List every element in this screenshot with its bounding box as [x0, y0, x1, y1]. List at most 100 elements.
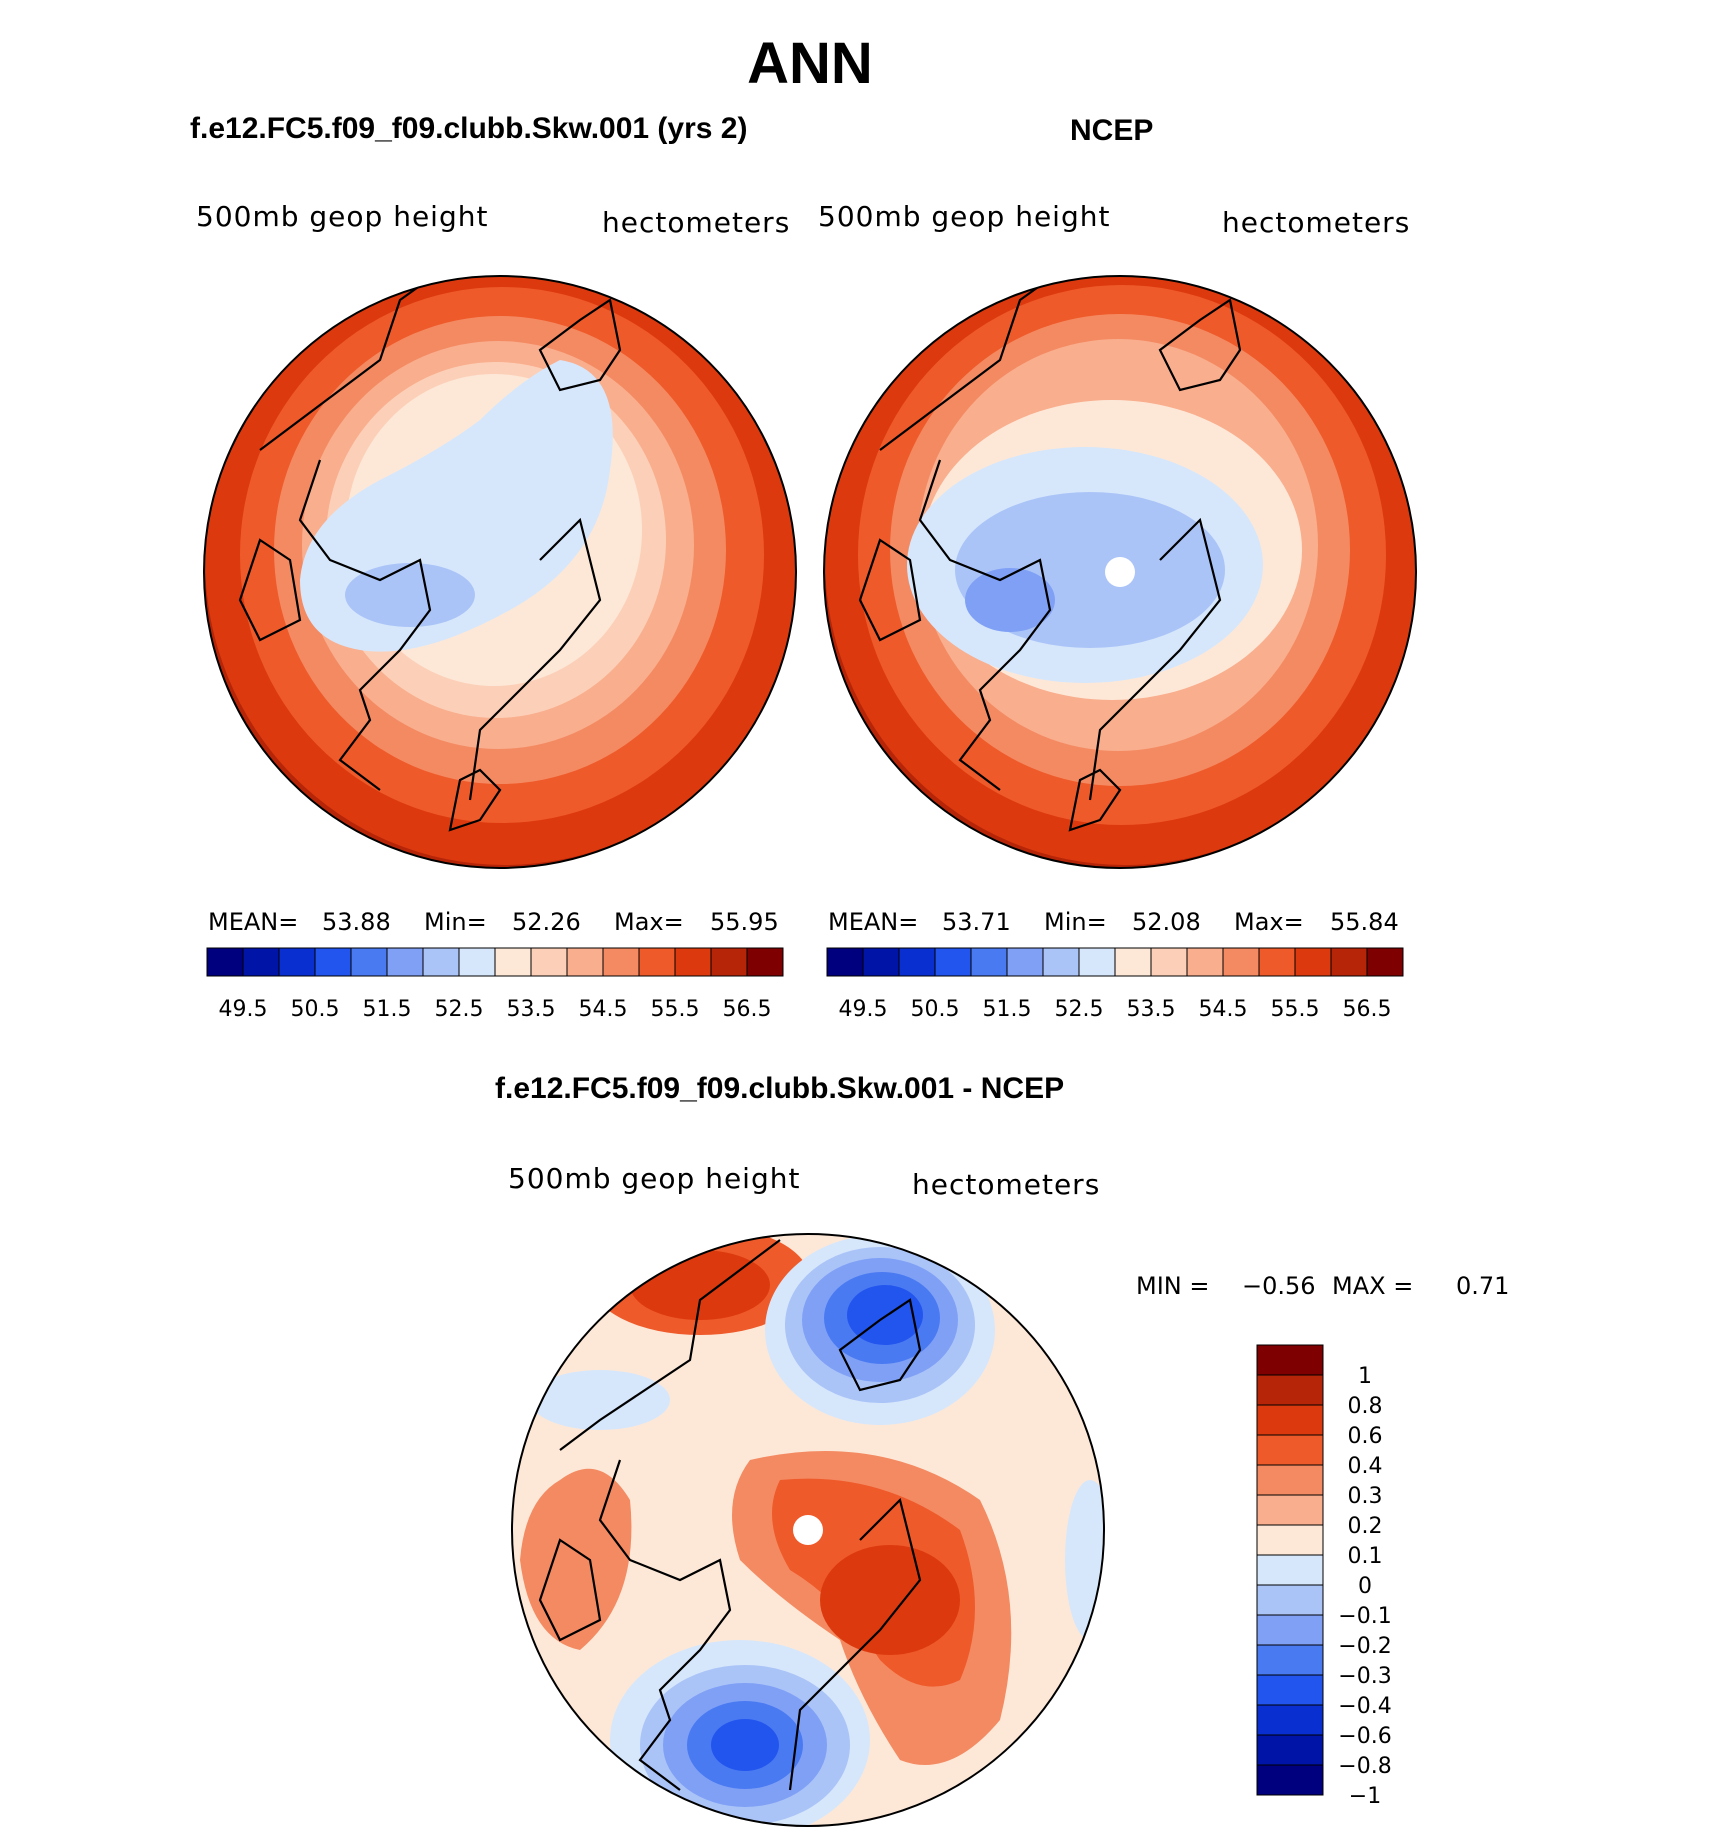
colorbar-model-swatch	[746, 947, 784, 977]
colorbar-model-swatch	[314, 947, 352, 977]
colorbar-ncep-tick-label: 56.5	[1343, 997, 1392, 1022]
panel3-min-value: −0.56	[1242, 1272, 1316, 1300]
colorbar-difference-swatch	[1256, 1614, 1324, 1646]
colorbar-model-swatch	[494, 947, 532, 977]
colorbar-difference-tick-label: −0.4	[1338, 1694, 1391, 1719]
colorbar-difference-swatch	[1256, 1554, 1324, 1586]
panel1-variable-label: 500mb geop height	[196, 200, 489, 233]
colorbar-difference-tick-label: 0	[1358, 1574, 1372, 1599]
colorbar-ncep-swatch	[934, 947, 972, 977]
colorbar-ncep-swatch	[1078, 947, 1116, 977]
colorbar-difference-swatch	[1256, 1344, 1324, 1376]
colorbar-difference-swatch	[1256, 1734, 1324, 1766]
ncep-polar-map	[823, 275, 1417, 869]
colorbar-difference-tick-label: 0.6	[1348, 1424, 1383, 1449]
colorbar-difference-tick-label: 1	[1358, 1364, 1372, 1389]
colorbar-ncep-swatch	[1006, 947, 1044, 977]
panel1-min-label: Min=	[424, 908, 487, 936]
colorbar-difference-tick-label: −0.3	[1338, 1664, 1391, 1689]
colorbar-ncep-swatch	[1150, 947, 1188, 977]
panel3-units-label: hectometers	[912, 1168, 1101, 1201]
panel1-min-value: 52.26	[512, 908, 581, 936]
colorbar-difference-swatch	[1256, 1704, 1324, 1736]
colorbar-model-swatch	[602, 947, 640, 977]
panel3-max-value: 0.71	[1456, 1272, 1510, 1300]
panel2-mean-value: 53.71	[942, 908, 1011, 936]
colorbar-difference-tick-label: −0.8	[1338, 1754, 1391, 1779]
colorbar-model-swatch	[566, 947, 604, 977]
colorbar-model-swatch	[350, 947, 388, 977]
colorbar-difference-tick-label: −1	[1349, 1784, 1381, 1809]
panel2-min-label: Min=	[1044, 908, 1107, 936]
colorbar-difference-swatch	[1256, 1404, 1324, 1436]
colorbar-model-tick-label: 50.5	[291, 997, 340, 1022]
colorbar-ncep-tick-label: 55.5	[1271, 997, 1320, 1022]
panel1-case-title: f.e12.FC5.f09_f09.clubb.Skw.001 (yrs 2)	[190, 112, 748, 145]
colorbar-difference-tick-label: −0.1	[1338, 1604, 1391, 1629]
colorbar-difference-tick-label: 0.8	[1348, 1394, 1383, 1419]
colorbar-difference-swatch	[1256, 1524, 1324, 1556]
colorbar-model-swatch	[242, 947, 280, 977]
colorbar-ncep-swatch	[1222, 947, 1260, 977]
colorbar-model-swatch	[278, 947, 316, 977]
colorbar-difference-tick-label: 0.1	[1348, 1544, 1383, 1569]
colorbar-model-swatch	[638, 947, 676, 977]
colorbar-model-tick-label: 49.5	[219, 997, 268, 1022]
colorbar-difference-swatch	[1256, 1374, 1324, 1406]
panel2-variable-label: 500mb geop height	[818, 200, 1111, 233]
colorbar-ncep-swatch	[1114, 947, 1152, 977]
panel2-max-label: Max=	[1234, 908, 1304, 936]
colorbar-difference-swatch	[1256, 1644, 1324, 1676]
colorbar-difference-swatch	[1256, 1464, 1324, 1496]
colorbar-ncep-swatch	[1258, 947, 1296, 977]
colorbar-model-tick-label: 56.5	[723, 997, 772, 1022]
model-polar-map	[203, 275, 797, 869]
colorbar-model-tick-label: 51.5	[363, 997, 412, 1022]
colorbar-ncep-swatch	[1366, 947, 1404, 977]
colorbar-ncep-swatch	[970, 947, 1008, 977]
colorbar-ncep-tick-label: 51.5	[983, 997, 1032, 1022]
colorbar-model-swatch	[206, 947, 244, 977]
colorbar-model: 49.5 50.5 51.5 52.5 53.5 54.5 55.5 56.5	[206, 947, 784, 1022]
colorbar-difference-tick-label: −0.2	[1338, 1634, 1391, 1659]
panel2-mean-label: MEAN=	[828, 908, 919, 936]
panel2-max-value: 55.84	[1330, 908, 1399, 936]
panel2-units-label: hectometers	[1222, 206, 1411, 239]
panel2-case-title: NCEP	[1070, 114, 1154, 147]
colorbar-ncep-swatch	[862, 947, 900, 977]
colorbar-ncep-tick-label: 53.5	[1127, 997, 1176, 1022]
colorbar-ncep-tick-label: 49.5	[839, 997, 888, 1022]
colorbar-ncep: 49.5 50.5 51.5 52.5 53.5 54.5 55.5 56.5	[826, 947, 1404, 1022]
panel1-max-value: 55.95	[710, 908, 779, 936]
colorbar-difference-swatch	[1256, 1494, 1324, 1526]
colorbar-model-swatch	[422, 947, 460, 977]
colorbar-model-swatch	[674, 947, 712, 977]
colorbar-difference-tick-label: 0.4	[1348, 1454, 1383, 1479]
colorbar-difference: 1 0.8 0.6 0.4 0.3 0.2 0.1 0 −0.1 −0.2 −0.3 −0.4 −0.6…	[1256, 1344, 1392, 1809]
colorbar-ncep-swatch	[1330, 947, 1368, 977]
colorbar-ncep-swatch	[826, 947, 864, 977]
panel1-mean-value: 53.88	[322, 908, 391, 936]
colorbar-ncep-tick-label: 54.5	[1199, 997, 1248, 1022]
colorbar-ncep-tick-label: 52.5	[1055, 997, 1104, 1022]
colorbar-model-tick-label: 53.5	[507, 997, 556, 1022]
colorbar-difference-swatch	[1256, 1584, 1324, 1616]
colorbar-model-tick-label: 52.5	[435, 997, 484, 1022]
colorbar-model-tick-label: 54.5	[579, 997, 628, 1022]
colorbar-model-swatch	[458, 947, 496, 977]
colorbar-ncep-swatch	[898, 947, 936, 977]
colorbar-model-swatch	[710, 947, 748, 977]
colorbar-difference-tick-label: 0.3	[1348, 1484, 1383, 1509]
main-title: ANN	[747, 31, 873, 96]
colorbar-ncep-swatch	[1042, 947, 1080, 977]
colorbar-difference-tick-label: −0.6	[1338, 1724, 1391, 1749]
panel3-variable-label: 500mb geop height	[508, 1162, 801, 1195]
panel3-max-label: MAX =	[1332, 1272, 1414, 1300]
panel2-min-value: 52.08	[1132, 908, 1201, 936]
colorbar-difference-swatch	[1256, 1674, 1324, 1706]
panel3-case-title: f.e12.FC5.f09_f09.clubb.Skw.001 - NCEP	[495, 1072, 1065, 1105]
colorbar-difference-swatch	[1256, 1764, 1324, 1796]
colorbar-ncep-swatch	[1186, 947, 1224, 977]
difference-polar-map	[511, 1233, 1105, 1827]
